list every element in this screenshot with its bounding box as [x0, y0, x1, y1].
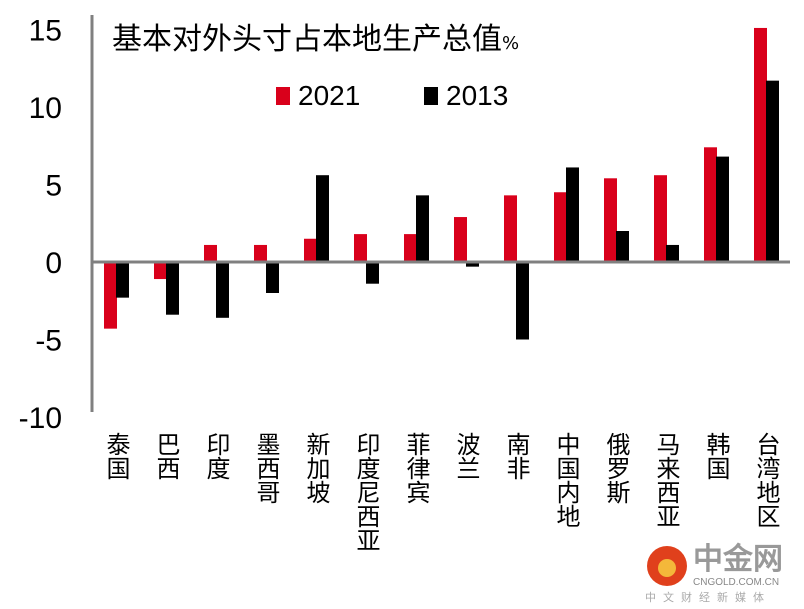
- title-unit: %: [502, 33, 520, 54]
- bar-2013: [666, 244, 679, 262]
- bar-2021: [104, 262, 117, 329]
- legend-label: 2021: [298, 80, 361, 111]
- x-tick-label: 墨西哥: [252, 432, 280, 504]
- x-tick-label: 中国内地: [552, 432, 580, 528]
- title-text: 基本对外头寸占本地生产总值: [112, 22, 502, 57]
- bar-2013: [716, 156, 729, 262]
- x-tick-label: 马来西亚: [652, 432, 680, 528]
- bar-2021: [254, 244, 267, 262]
- bar-2021: [454, 217, 467, 262]
- y-tick-label: 10: [29, 92, 62, 125]
- bar-2013: [566, 167, 579, 262]
- bar-2013: [516, 262, 529, 340]
- bar-2021: [204, 244, 217, 262]
- watermark-emblem-icon: [647, 546, 687, 586]
- watermark-tagline: 中文财经新媒体: [645, 591, 771, 604]
- watermark-logo: 中金网 CNGOLD.COM.CN 中文财经新媒体: [645, 544, 800, 609]
- x-tick-label: 巴西: [152, 432, 180, 480]
- y-tick-label: 0: [45, 247, 62, 280]
- legend-item-2021: 2021: [276, 80, 360, 112]
- x-tick-label: 泰国: [102, 432, 130, 480]
- legend-swatch-2021: [276, 87, 290, 105]
- bar-2013: [416, 195, 429, 262]
- bar-2021: [354, 234, 367, 262]
- bar-2013: [366, 262, 379, 284]
- y-tick-label: 15: [29, 15, 62, 48]
- bar-2021: [604, 178, 617, 262]
- watermark-site: CNGOLD.COM.CN: [693, 577, 780, 588]
- x-tick-label: 印度: [202, 432, 230, 480]
- bar-2013: [316, 175, 329, 262]
- x-tick-label: 俄罗斯: [602, 432, 630, 504]
- legend-swatch-2013: [424, 87, 438, 105]
- bar-2013: [266, 262, 279, 293]
- x-tick-label: 菲律宾: [402, 432, 430, 504]
- y-tick-label: -10: [19, 402, 62, 435]
- bar-2013: [766, 80, 779, 263]
- bar-2013: [216, 262, 229, 318]
- bar-2013: [616, 231, 629, 262]
- bar-2021: [654, 175, 667, 262]
- y-tick-label: 5: [45, 170, 62, 203]
- watermark-brand: 中金网: [693, 542, 783, 577]
- bar-2021: [704, 147, 717, 262]
- x-tick-label: 韩国: [702, 432, 730, 480]
- x-tick-label: 波兰: [452, 432, 480, 480]
- x-tick-label: 台湾地区: [752, 432, 780, 528]
- bar-2021: [554, 192, 567, 262]
- bar-2013: [466, 262, 479, 267]
- bar-2013: [166, 262, 179, 315]
- bar-2021: [404, 234, 417, 262]
- x-tick-label: 南非: [502, 432, 530, 480]
- bar-2013: [116, 262, 129, 298]
- bar-2021: [154, 262, 167, 280]
- legend-item-2013: 2013: [424, 80, 508, 112]
- bar-2021: [504, 195, 517, 262]
- bar-2021: [754, 27, 767, 263]
- legend-label: 2013: [446, 80, 509, 111]
- x-tick-label: 新加坡: [302, 432, 330, 504]
- y-tick-label: -5: [35, 325, 62, 358]
- x-tick-label: 印度尼西亚: [352, 432, 380, 552]
- chart-title: 基本对外头寸占本地生产总值%: [112, 14, 519, 58]
- bar-2021: [304, 238, 317, 262]
